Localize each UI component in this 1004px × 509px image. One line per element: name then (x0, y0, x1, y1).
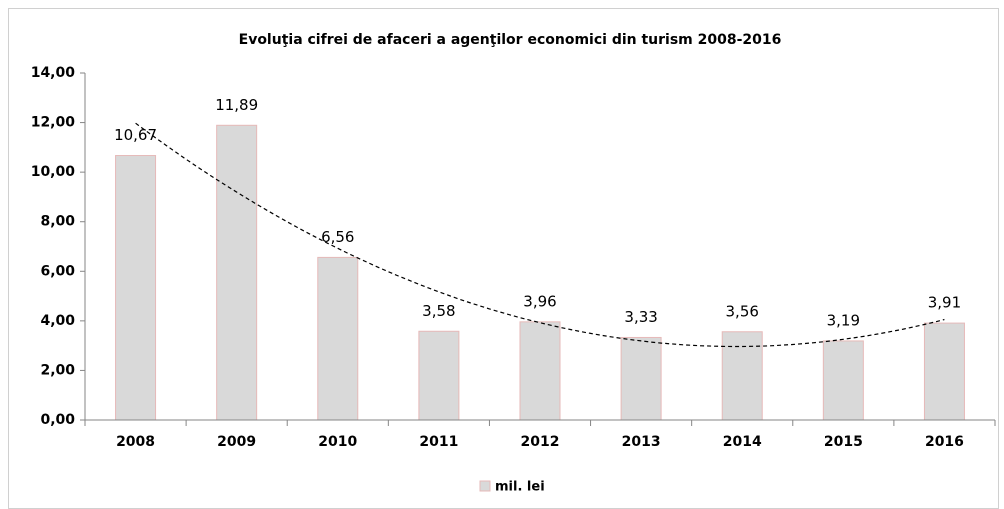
y-tick-label: 14,00 (31, 65, 76, 81)
x-tick-label: 2008 (116, 434, 155, 450)
bar (923, 322, 965, 421)
legend-label: mil. lei (495, 480, 545, 495)
bar (216, 124, 258, 421)
chart-frame (8, 8, 999, 509)
value-label: 3,96 (523, 292, 556, 310)
y-tick-label: 12,00 (31, 115, 76, 131)
x-tick-label: 2016 (925, 434, 964, 450)
value-label: 3,33 (624, 308, 657, 326)
bar (418, 330, 460, 421)
y-tick-label: 2,00 (40, 362, 75, 378)
y-tick-label: 8,00 (40, 214, 75, 230)
value-label: 3,56 (726, 302, 759, 320)
bar (115, 155, 157, 421)
x-tick-label: 2012 (521, 434, 560, 450)
legend-swatch (479, 480, 491, 492)
x-tick-label: 2014 (723, 434, 762, 450)
bar (317, 256, 359, 421)
trendline (135, 122, 945, 348)
value-label: 3,91 (928, 294, 961, 312)
value-label: 3,58 (422, 302, 455, 320)
y-tick-label: 0,00 (40, 412, 75, 428)
value-label: 6,56 (321, 228, 354, 246)
x-tick-label: 2013 (622, 434, 661, 450)
x-tick-label: 2011 (419, 434, 458, 450)
x-tick-label: 2015 (824, 434, 863, 450)
value-label: 3,19 (827, 311, 860, 329)
y-tick-label: 6,00 (40, 263, 75, 279)
chart-title: Evoluţia cifrei de afaceri a agenţilor e… (239, 32, 782, 48)
bar (822, 340, 864, 421)
value-label: 10,67 (114, 126, 157, 144)
x-tick-label: 2010 (318, 434, 357, 450)
bar (721, 331, 763, 421)
y-tick-label: 4,00 (40, 313, 75, 329)
value-label: 11,89 (215, 96, 258, 114)
bar (519, 321, 561, 421)
x-tick-label: 2009 (217, 434, 256, 450)
y-tick-label: 10,00 (31, 164, 76, 180)
bar (620, 336, 662, 421)
